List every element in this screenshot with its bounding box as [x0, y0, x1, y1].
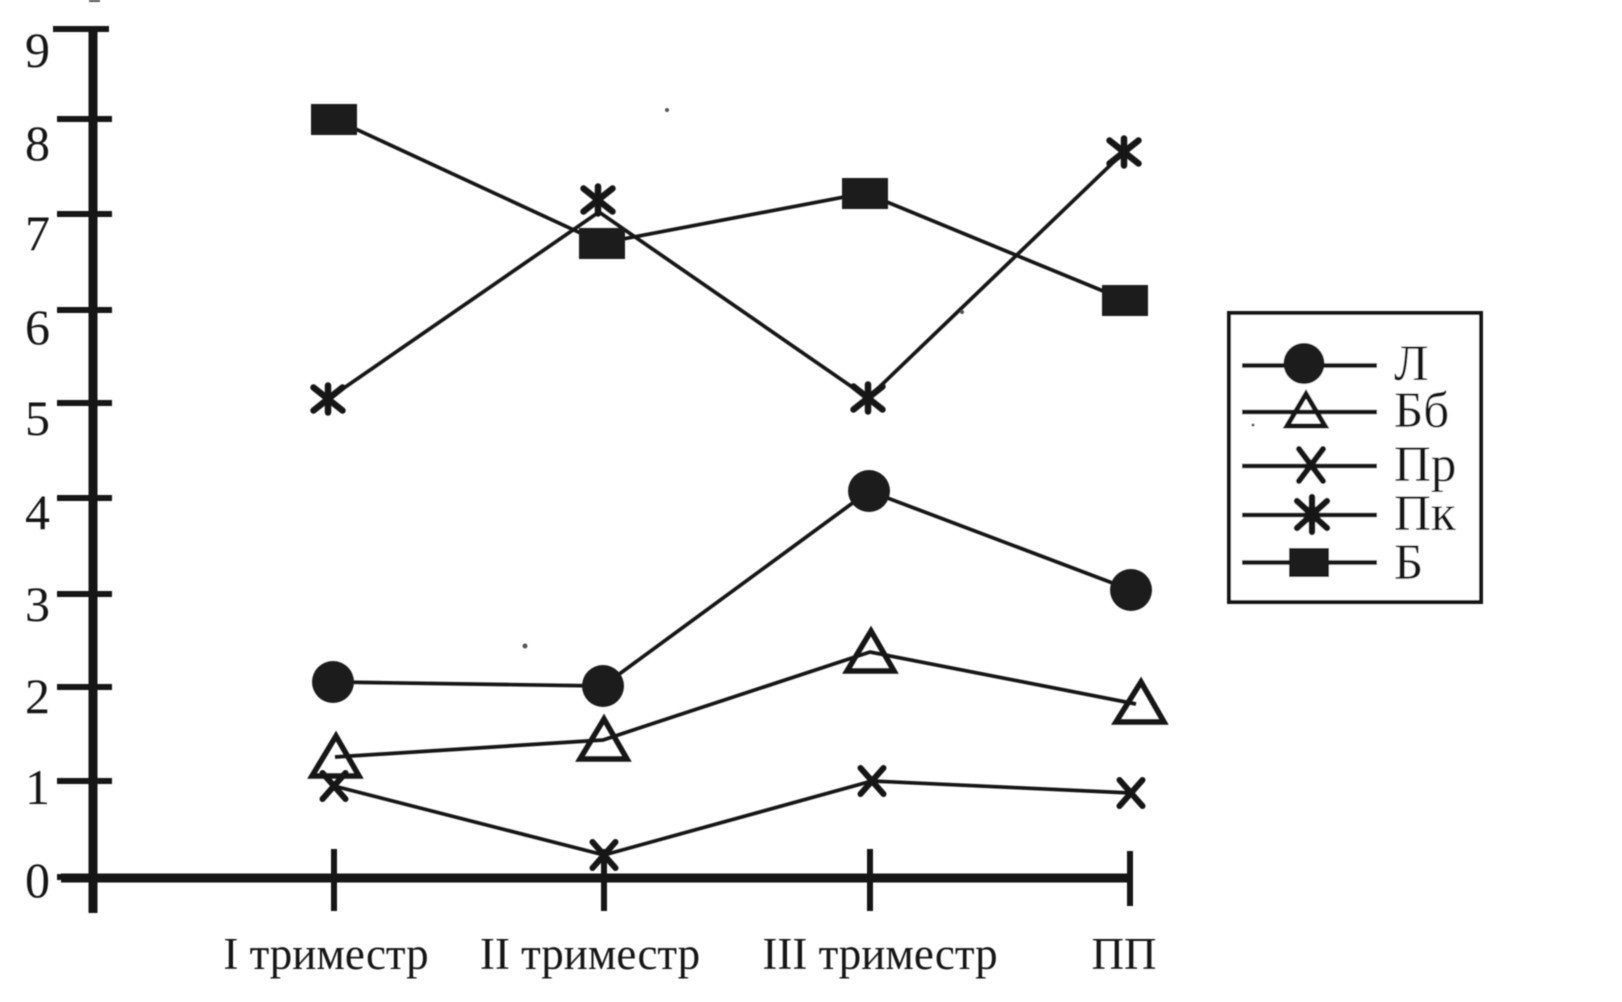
- svg-text:1: 1: [25, 759, 50, 815]
- svg-text:Б: Б: [1394, 535, 1423, 591]
- svg-text:Бб: Бб: [1394, 383, 1449, 439]
- svg-text:Пк: Пк: [1394, 486, 1456, 542]
- svg-text:II триместр: II триместр: [480, 929, 700, 979]
- svg-text:Пр: Пр: [1394, 437, 1456, 493]
- svg-text:ПП: ПП: [1092, 929, 1157, 979]
- svg-text:III триместр: III триместр: [762, 929, 997, 979]
- svg-text:3: 3: [25, 576, 50, 632]
- svg-text:8: 8: [25, 115, 50, 171]
- svg-text:7: 7: [25, 205, 50, 261]
- svg-text:I триместр: I триместр: [223, 929, 428, 979]
- svg-text:4: 4: [25, 484, 50, 540]
- svg-text:5: 5: [25, 390, 50, 446]
- svg-text:6: 6: [25, 299, 50, 355]
- svg-text:2: 2: [25, 668, 50, 724]
- svg-text:9: 9: [25, 22, 50, 78]
- svg-text:0: 0: [25, 852, 50, 908]
- svg-text:Л: Л: [1394, 336, 1429, 392]
